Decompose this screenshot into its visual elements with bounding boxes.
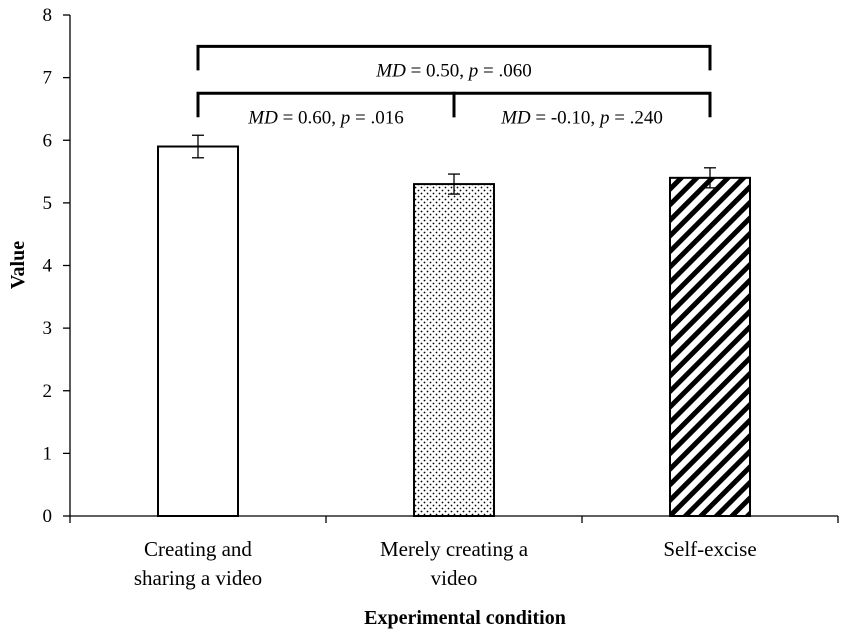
stat-value: = -0.10, [531,107,600,128]
comparison-label: MD = -0.10, p = .240 [500,107,663,128]
x-axis-title: Experimental condition [364,607,566,629]
stat-symbol: p [598,107,610,128]
x-category-label: Creating and [144,537,252,561]
comparison-bracket [196,44,712,71]
y-tick-label: 5 [43,193,53,214]
comparison-bracket [452,91,712,118]
y-tick-label: 6 [43,130,53,151]
stat-symbol: p [339,107,351,128]
stat-symbol: MD [247,107,278,128]
y-tick-label: 8 [43,5,53,26]
bar [413,183,495,517]
stat-value: = .060 [478,60,531,81]
bar [157,145,239,517]
y-tick-label: 1 [43,443,53,464]
stat-value: = .240 [609,107,662,128]
y-tick-label: 0 [43,506,53,527]
x-category-label: Self-excise [663,537,756,561]
y-tick-label: 4 [43,256,53,277]
comparison-label: MD = 0.50, p = .060 [375,60,532,81]
y-tick-labels: 0 1 2 3 4 5 6 7 8 [43,5,53,527]
y-tick-label: 7 [43,68,53,89]
bar [669,176,751,517]
error-bars [192,134,716,195]
x-category-label: Merely creating a [380,537,529,561]
stat-value: = 0.60, [278,107,341,128]
y-tick-label: 2 [43,381,53,402]
y-tick-label: 3 [43,318,53,339]
bars [157,145,751,517]
stat-symbol: p [467,60,479,81]
stat-symbol: MD [500,107,531,128]
stat-symbol: MD [375,60,406,81]
x-category-label: video [431,566,478,590]
comparison-label: MD = 0.60, p = .016 [247,107,404,128]
stat-value: = 0.50, [406,60,469,81]
x-category-label: sharing a video [134,566,262,590]
x-category-labels: Creating and sharing a video Merely creati… [134,537,757,590]
stat-value: = .016 [350,107,403,128]
y-axis-title: Value [7,241,29,289]
